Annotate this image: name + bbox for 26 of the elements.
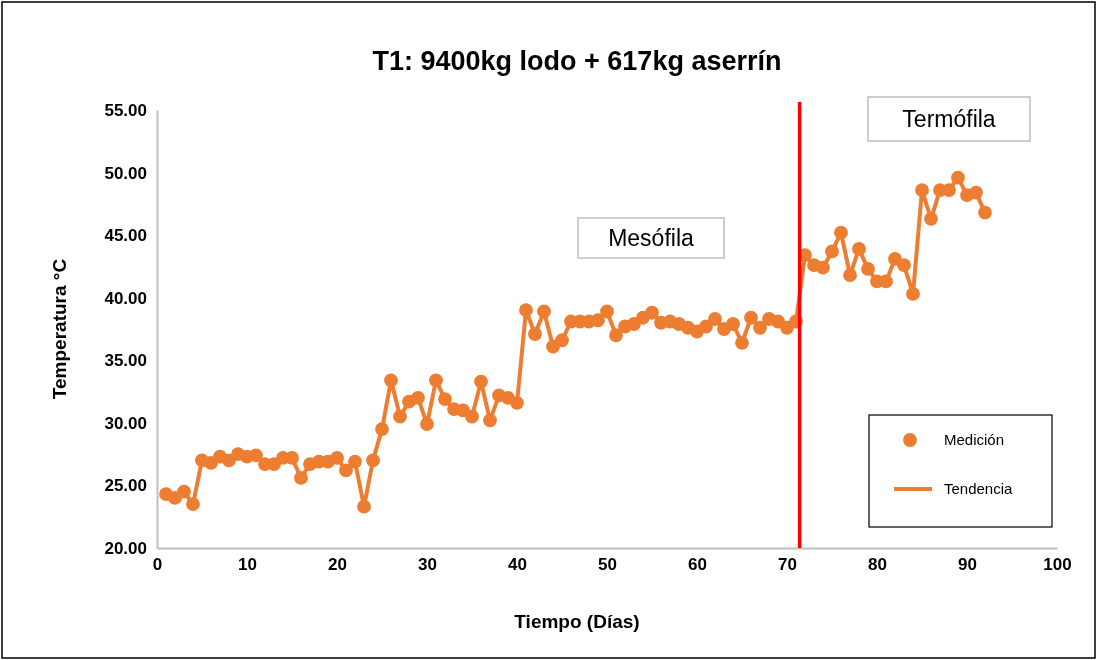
legend-label: Tendencia — [944, 480, 1014, 497]
chart-title: T1: 9400kg lodo + 617kg aserrín — [372, 46, 782, 76]
x-tick-label: 40 — [508, 555, 527, 575]
annotation: Mesófila — [608, 225, 695, 251]
x-tick-label: 0 — [152, 555, 163, 575]
x-tick-label: 90 — [958, 555, 977, 575]
x-tick-label: 80 — [868, 555, 887, 575]
y-tick-label: 20.00 — [104, 538, 147, 558]
y-tick-label: 55.00 — [104, 100, 147, 120]
y-tick-label: 50.00 — [104, 163, 147, 183]
y-tick-label: 25.00 — [104, 476, 147, 496]
x-tick-label: 50 — [598, 555, 617, 575]
x-axis-title: Tiempo (Días) — [514, 611, 640, 632]
y-tick-label: 30.00 — [104, 413, 147, 433]
x-tick-label: 20 — [328, 555, 347, 575]
legend-label: Medición — [944, 431, 1005, 448]
x-tick-label: 60 — [688, 555, 707, 575]
y-tick-label: 35.00 — [104, 351, 147, 371]
y-axis-title: Temperatura °C — [49, 258, 70, 400]
y-tick-label: 40.00 — [104, 288, 147, 308]
x-tick-label: 30 — [418, 555, 437, 575]
y-tick-label: 45.00 — [104, 226, 147, 246]
x-tick-label: 70 — [778, 555, 797, 575]
x-tick-label: 10 — [238, 555, 257, 575]
annotation: Termófila — [902, 106, 996, 132]
x-tick-label: 100 — [1043, 555, 1072, 575]
